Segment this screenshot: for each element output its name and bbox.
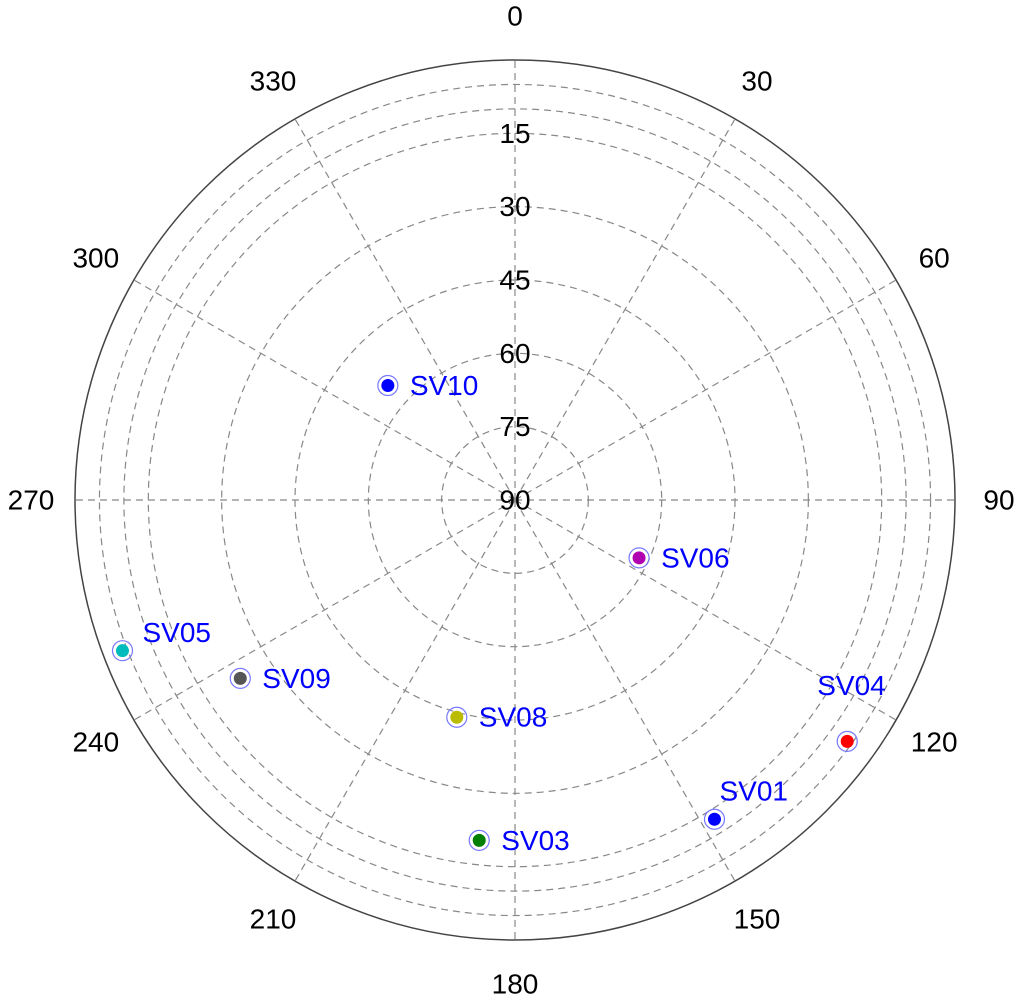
satellite-label: SV08 — [479, 702, 547, 733]
azimuth-tick-label: 30 — [741, 65, 772, 96]
satellite-sv10: SV10 — [377, 370, 479, 401]
azimuth-spoke — [514, 279, 897, 501]
satellite-label: SV05 — [142, 617, 211, 648]
satellite-sv01: SV01 — [703, 776, 788, 830]
azimuth-spoke — [294, 118, 516, 501]
azimuth-tick-label: 180 — [492, 969, 539, 1000]
satellite-dot — [472, 833, 486, 847]
satellite-dot — [840, 734, 854, 748]
satellite-dot — [381, 379, 395, 393]
satellite-label: SV09 — [262, 663, 331, 694]
satellite-dot — [632, 551, 646, 565]
satellite-sv09: SV09 — [229, 663, 331, 694]
azimuth-tick-label: 60 — [919, 243, 950, 274]
satellite-label: SV03 — [501, 825, 570, 856]
outer-circle — [74, 59, 956, 941]
elevation-tick-label: 30 — [499, 191, 530, 222]
azimuth-spoke — [514, 499, 736, 882]
satellite-label: SV04 — [817, 670, 886, 701]
azimuth-spoke — [294, 499, 516, 882]
satellite-ring — [836, 730, 858, 752]
satellite-markers: SV10 SV06 SV05 SV09 SV08 SV04 SV01 SV03 — [111, 370, 886, 856]
elevation-ring — [98, 83, 932, 917]
satellite-sv03: SV03 — [468, 825, 570, 856]
satellite-label: SV01 — [719, 776, 788, 807]
satellite-ring — [703, 808, 726, 830]
elevation-ring — [123, 108, 907, 892]
azimuth-tick-label: 0 — [507, 1, 523, 32]
azimuth-tick-label: 90 — [983, 485, 1014, 516]
elevation-tick-label: 45 — [499, 265, 530, 296]
azimuth-tick-label: 300 — [72, 243, 119, 274]
azimuth-spoke — [133, 279, 516, 501]
satellite-ring — [229, 667, 251, 689]
tick-labels: 0 30 60 90 120 150 180 210 240 270 300 330 15 30 45 60 7… — [8, 1, 1015, 1000]
elevation-tick-label: 60 — [499, 338, 530, 369]
satellite-label: SV10 — [410, 370, 479, 401]
satellite-ring — [377, 374, 399, 397]
elevation-tick-label: 15 — [499, 118, 530, 149]
azimuth-spoke — [514, 118, 736, 501]
satellite-label: SV06 — [661, 542, 730, 573]
satellite-ring — [468, 829, 490, 851]
satellite-sv04: SV04 — [817, 670, 886, 752]
elevation-tick-label: 90 — [499, 485, 530, 516]
polar-grid — [74, 59, 956, 941]
azimuth-tick-label: 270 — [8, 485, 55, 516]
azimuth-tick-label: 330 — [250, 65, 297, 96]
satellite-ring — [446, 706, 468, 728]
satellite-sv06: SV06 — [628, 542, 730, 573]
satellite-dot — [115, 644, 129, 658]
elevation-tick-label: 75 — [499, 411, 530, 442]
satellite-dot — [707, 812, 721, 826]
azimuth-spoke — [133, 499, 516, 721]
satellite-sv05: SV05 — [111, 617, 211, 662]
azimuth-tick-label: 210 — [250, 904, 297, 935]
satellite-ring — [111, 640, 134, 662]
satellite-dot — [233, 671, 247, 685]
satellite-dot — [450, 710, 464, 724]
azimuth-spoke — [514, 499, 897, 721]
satellite-ring — [628, 547, 650, 569]
azimuth-tick-label: 120 — [911, 727, 958, 758]
azimuth-tick-label: 150 — [734, 904, 781, 935]
azimuth-tick-label: 240 — [72, 727, 119, 758]
satellite-sv08: SV08 — [446, 702, 547, 733]
